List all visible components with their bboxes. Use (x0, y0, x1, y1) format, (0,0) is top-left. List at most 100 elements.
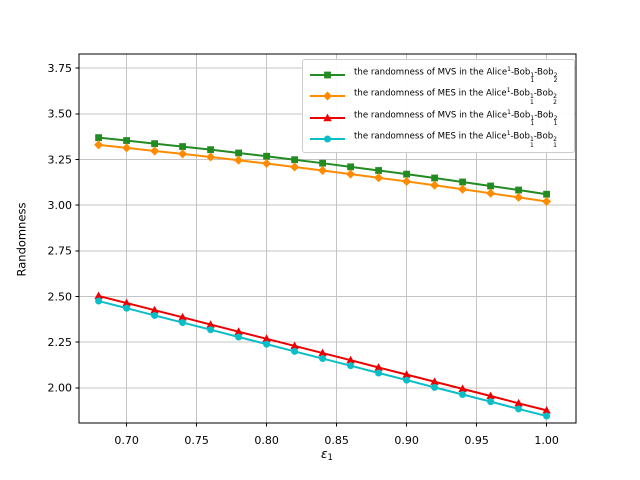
y-tick-label: 3.75 (48, 62, 73, 75)
circle-marker-icon (207, 326, 215, 334)
square-marker-icon (263, 152, 270, 160)
x-tick-label: 0.95 (464, 434, 489, 447)
legend-circle-sample-icon (310, 135, 345, 143)
circle-marker-icon (487, 398, 495, 406)
square-marker-icon (95, 134, 102, 142)
plot-border (78, 53, 577, 424)
diamond-marker-icon (430, 180, 440, 190)
y-tick-label: 2.00 (48, 382, 73, 395)
x-tick-label: 0.90 (394, 434, 419, 447)
triangle-marker-icon (122, 298, 131, 307)
triangle-marker-icon (178, 312, 187, 321)
diamond-marker-icon (206, 152, 216, 162)
y-tick-label: 2.75 (48, 245, 73, 258)
y-axis-label-text: Randomness (14, 202, 29, 277)
square-marker-icon (151, 140, 158, 148)
legend-triangle-sample-icon (310, 113, 345, 121)
x-axis-label-symbol: ε (321, 447, 328, 461)
diamond-marker-icon (318, 165, 328, 175)
legend: the randomness of MVS in the Alice1-Bob 1… (302, 59, 575, 153)
square-marker-icon (324, 71, 331, 79)
triangle-marker-icon (206, 320, 215, 328)
square-marker-icon (459, 178, 466, 186)
circle-marker-icon (151, 311, 159, 319)
triangle-marker-icon (318, 348, 327, 357)
series-1 (94, 140, 552, 207)
diamond-marker-icon (122, 143, 132, 153)
triangle-marker-icon (94, 291, 103, 300)
square-marker-icon (431, 174, 438, 182)
series-2 (94, 291, 551, 414)
triangle-marker-icon (290, 341, 299, 350)
square-marker-icon (319, 159, 326, 167)
diamond-marker-icon (323, 91, 332, 101)
triangle-marker-icon (514, 398, 523, 407)
diamond-marker-icon (234, 155, 244, 165)
diamond-marker-icon (542, 197, 552, 207)
diamond-marker-icon (262, 159, 272, 169)
y-tick-label: 2.25 (48, 336, 73, 349)
series-0 (95, 134, 550, 198)
legend-square-sample-icon (310, 71, 345, 79)
y-tick-label: 3.00 (48, 199, 73, 212)
circle-marker-icon (291, 347, 299, 355)
triangle-marker-icon (346, 355, 355, 364)
legend-label: the randomness of MVS in the Alice1-Bob 1… (354, 65, 558, 85)
legend-label: the randomness of MES in the Alice1-Bob 1… (354, 130, 557, 149)
x-axis-label-subscript: 1 (327, 453, 333, 463)
circle-marker-icon (375, 369, 383, 377)
x-tick-label: 0.75 (184, 434, 209, 447)
square-marker-icon (123, 137, 130, 144)
square-marker-icon (347, 163, 354, 171)
square-marker-icon (179, 143, 186, 150)
diamond-marker-icon (402, 176, 412, 186)
square-marker-icon (207, 146, 214, 154)
circle-marker-icon (319, 355, 327, 363)
circle-marker-icon (324, 135, 331, 143)
diamond-marker-icon (458, 184, 468, 194)
legend-entry-3: the randomness of MES in the Alice1-Bob 1… (309, 129, 568, 150)
square-marker-icon (235, 149, 242, 157)
x-tick-label: 0.70 (114, 434, 139, 447)
diamond-marker-icon (94, 140, 104, 150)
square-marker-icon (487, 182, 494, 190)
triangle-marker-icon (262, 334, 271, 343)
circle-marker-icon (263, 340, 271, 348)
circle-marker-icon (431, 383, 439, 391)
circle-marker-icon (95, 297, 103, 305)
triangle-marker-icon (486, 391, 495, 400)
circle-marker-icon (123, 304, 131, 312)
y-tick-label: 3.25 (48, 153, 73, 166)
diamond-marker-icon (150, 146, 160, 156)
diamond-marker-icon (374, 173, 384, 183)
x-axis-label: ε1 (321, 447, 333, 463)
y-tick-label: 3.50 (48, 108, 73, 121)
legend-label: the randomness of MVS in the Alice1-Bob 1… (354, 108, 558, 128)
diamond-marker-icon (486, 188, 496, 198)
square-marker-icon (403, 170, 410, 178)
legend-diamond-sample-icon (310, 91, 345, 101)
x-tick-label: 0.80 (254, 434, 279, 447)
legend-label: the randomness of MES in the Alice1-Bob 1… (354, 87, 557, 106)
diamond-marker-icon (346, 169, 356, 179)
diamond-marker-icon (178, 149, 188, 159)
diamond-marker-icon (290, 162, 300, 172)
square-marker-icon (375, 167, 382, 174)
triangle-marker-icon (458, 384, 467, 393)
circle-marker-icon (235, 333, 243, 341)
triangle-marker-icon (542, 406, 551, 414)
circle-marker-icon (515, 405, 523, 413)
triangle-marker-icon (234, 327, 243, 335)
circle-marker-icon (543, 412, 551, 420)
legend-entry-1: the randomness of MES in the Alice1-Bob 1… (309, 86, 568, 107)
triangle-marker-icon (323, 113, 332, 121)
circle-marker-icon (347, 362, 355, 370)
triangle-marker-icon (402, 370, 411, 378)
square-marker-icon (543, 190, 550, 198)
circle-marker-icon (179, 319, 187, 327)
triangle-marker-icon (150, 305, 159, 314)
x-tick-label: 0.85 (324, 434, 349, 447)
x-tick-label: 1.00 (534, 434, 559, 447)
circle-marker-icon (459, 391, 467, 399)
